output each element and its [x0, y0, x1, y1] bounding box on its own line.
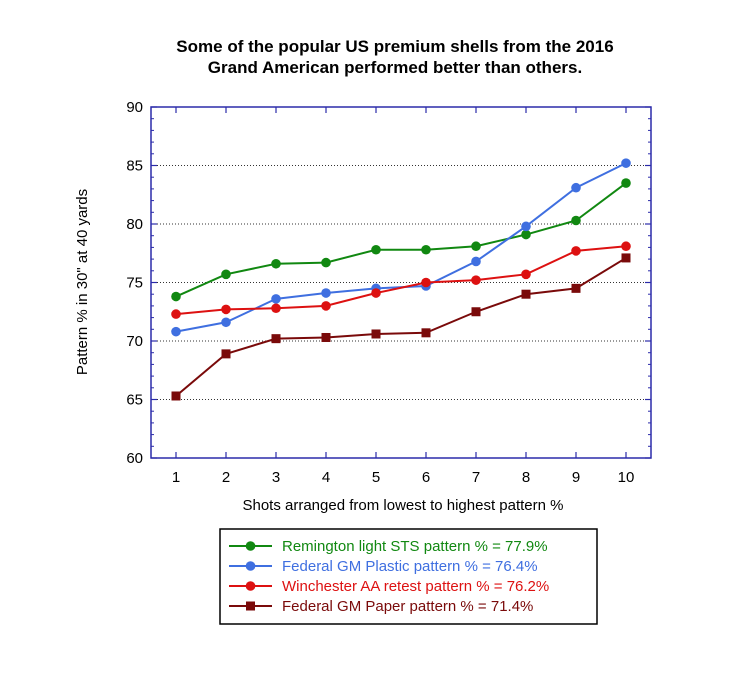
- data-point: [621, 241, 631, 252]
- x-tick-label: 10: [618, 469, 635, 486]
- data-point: [571, 246, 581, 256]
- series-3: [171, 241, 631, 319]
- data-point: [321, 288, 331, 298]
- x-tick-label: 7: [472, 469, 480, 486]
- data-point: [171, 391, 181, 401]
- data-point: [321, 332, 331, 342]
- legend-label: Federal GM Paper pattern % = 71.4%: [282, 598, 533, 615]
- series-line: [175, 257, 627, 397]
- y-tick-label: 60: [126, 450, 143, 467]
- data-point: [221, 317, 231, 328]
- legend-label: Federal GM Plastic pattern % = 76.4%: [282, 558, 538, 575]
- x-tick-label: 4: [322, 469, 330, 486]
- legend-swatch-marker: [246, 601, 255, 611]
- x-axis-label: Shots arranged from lowest to highest pa…: [242, 497, 563, 514]
- data-point: [371, 329, 381, 339]
- series-line: [175, 182, 627, 298]
- x-tick-label: 5: [372, 469, 380, 486]
- legend-item: Federal GM Plastic pattern % = 76.4%: [229, 558, 538, 575]
- x-tick-label: 3: [272, 469, 280, 486]
- x-tick-label: 6: [422, 469, 430, 486]
- series-line: [175, 162, 627, 333]
- data-point: [521, 269, 531, 280]
- data-point: [271, 258, 281, 269]
- data-point: [471, 307, 481, 317]
- data-point: [371, 244, 381, 255]
- axis-ticks: 60 65 70 75 80 85 90 1 2 3 4 5 6 7 8 9 10: [126, 99, 651, 486]
- data-point: [521, 229, 531, 240]
- chart-title-line-2: Grand American performed better than oth…: [208, 58, 582, 77]
- legend-item: Winchester AA retest pattern % = 76.2%: [229, 578, 549, 595]
- data-point: [271, 334, 281, 344]
- data-point: [321, 301, 331, 311]
- data-point: [621, 158, 631, 168]
- legend-item: Remington light STS pattern % = 77.9%: [229, 538, 548, 555]
- data-point: [421, 277, 431, 288]
- legend-label: Remington light STS pattern % = 77.9%: [282, 538, 548, 555]
- y-tick-label: 85: [126, 158, 143, 175]
- data-point: [271, 303, 281, 314]
- data-point: [421, 328, 431, 338]
- data-point: [471, 275, 481, 285]
- data-point: [221, 269, 231, 280]
- x-tick-label: 2: [222, 469, 230, 486]
- data-point: [571, 215, 581, 226]
- y-tick-label: 90: [126, 99, 143, 116]
- chart-title: Some of the popular US premium shells fr…: [176, 37, 613, 77]
- legend-item: Federal GM Paper pattern % = 71.4%: [229, 598, 533, 615]
- data-point: [171, 326, 181, 337]
- legend: Remington light STS pattern % = 77.9% Fed…: [219, 528, 598, 625]
- y-tick-label: 65: [126, 392, 143, 409]
- data-point: [371, 288, 381, 298]
- y-tick-label: 75: [126, 275, 143, 292]
- x-tick-label: 1: [172, 469, 180, 486]
- data-point: [171, 309, 181, 319]
- gridlines: [151, 165, 651, 400]
- chart-title-line-1: Some of the popular US premium shells fr…: [176, 37, 613, 56]
- data-point: [621, 178, 631, 188]
- series-line: [175, 245, 627, 316]
- y-tick-label: 70: [126, 333, 143, 350]
- y-tick-label: 80: [126, 216, 143, 233]
- legend-swatch-marker: [245, 581, 256, 591]
- data-point: [421, 244, 431, 255]
- legend-swatch-marker: [245, 561, 256, 571]
- data-point: [221, 349, 231, 359]
- data-point: [221, 304, 231, 315]
- data-point: [521, 289, 531, 299]
- x-tick-label: 9: [572, 469, 580, 486]
- data-point: [571, 283, 581, 293]
- data-point: [621, 253, 631, 263]
- data-point: [571, 182, 581, 193]
- data-point: [271, 294, 281, 304]
- data-point: [471, 241, 481, 252]
- legend-swatch-marker: [245, 541, 256, 551]
- series-1: [171, 178, 631, 302]
- data-point: [321, 257, 331, 268]
- data-point: [471, 256, 481, 267]
- series-4: [171, 253, 631, 401]
- y-axis-label: Pattern % in 30" at 40 yards: [74, 189, 91, 375]
- data-point: [521, 221, 531, 232]
- legend-box: [219, 528, 598, 625]
- data-point: [171, 291, 181, 302]
- legend-items: Remington light STS pattern % = 77.9% Fed…: [229, 538, 549, 615]
- x-tick-label: 8: [522, 469, 530, 486]
- legend-label: Winchester AA retest pattern % = 76.2%: [282, 578, 549, 595]
- series-lines: [171, 158, 631, 401]
